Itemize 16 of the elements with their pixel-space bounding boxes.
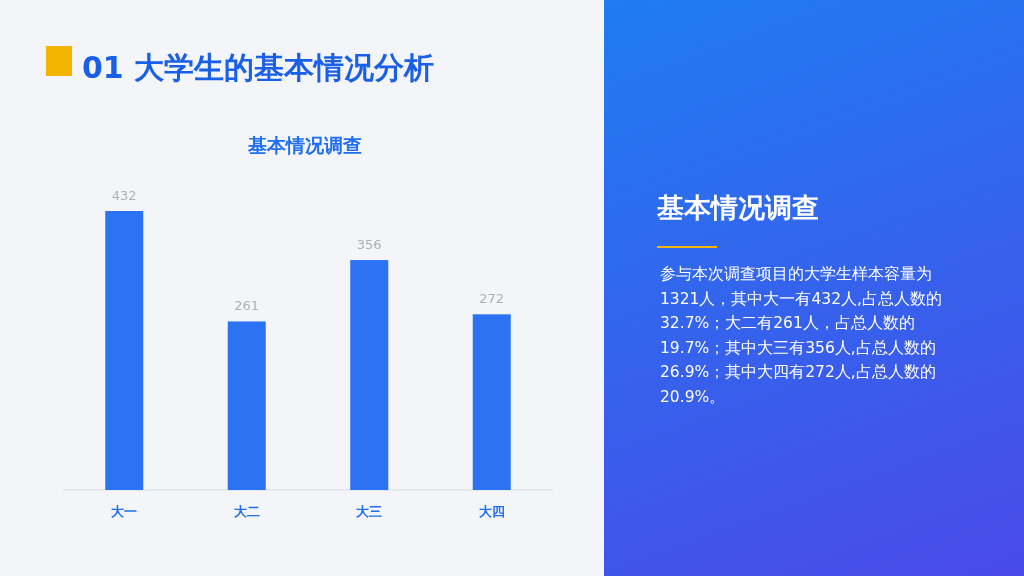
x-tick-label: 大四	[478, 504, 505, 519]
x-tick-label: 大二	[233, 504, 260, 519]
bar	[350, 260, 389, 490]
bar	[105, 211, 144, 490]
x-tick-label: 大一	[111, 504, 138, 519]
chart-subtitle: 基本情况调查	[247, 134, 362, 156]
data-label: 272	[479, 291, 505, 307]
chart-title: 01 大学生的基本情况分析	[82, 50, 435, 85]
data-label: 356	[356, 237, 382, 253]
bar	[227, 321, 266, 490]
x-tick-label: 大三	[356, 504, 383, 519]
data-label: 432	[111, 188, 137, 203]
text: 基本情况调查	[657, 191, 819, 225]
text: 参与本次调查项目的大学生样本容量为1321人，其中大一有432人,占总人数的32.7%；大二有261人，占总人数的19.7%；其中大三有356人,占总人数的26.9%；其中大四有272人,占总人数的20.9%。	[660, 264, 943, 408]
bar	[472, 314, 511, 490]
data-label: 261	[234, 298, 260, 314]
